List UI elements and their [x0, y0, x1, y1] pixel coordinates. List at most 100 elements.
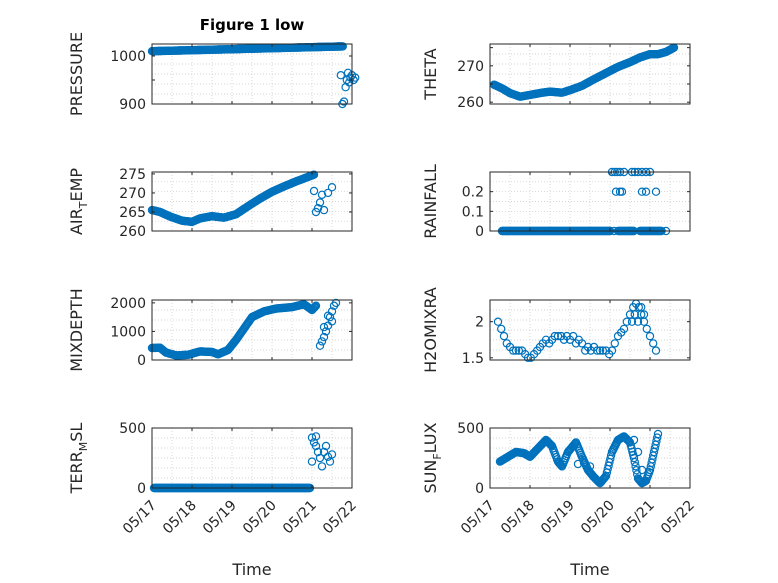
- data-point: [600, 472, 610, 482]
- data-point: [653, 433, 662, 442]
- y-axis-label: MIXDEPTH: [67, 288, 86, 371]
- data-point: [319, 332, 329, 342]
- axes-frame: [151, 171, 353, 232]
- data-point: [629, 453, 639, 463]
- data-point: [514, 346, 524, 355]
- subplot-air-temp: 260 265 270 275 AIRTEMP: [67, 167, 353, 240]
- data-point: [315, 198, 325, 207]
- data-point: [641, 187, 651, 196]
- data-point: [311, 301, 321, 310]
- data-point: [577, 339, 587, 348]
- data-point: [310, 303, 319, 312]
- y-tick-label: 1.5: [462, 351, 484, 367]
- data-point: [323, 188, 333, 198]
- points-h2omixra: [493, 299, 661, 362]
- y-axis-label: RAINFALL: [421, 164, 440, 239]
- subplot-h2omixra: 1.5 2 H2OMIXRA: [421, 287, 691, 373]
- axes-frame: [489, 43, 691, 105]
- data-point: [573, 459, 583, 469]
- data-point: [523, 353, 533, 362]
- points-mixdepth: [147, 298, 341, 360]
- points-terr-msl: [149, 432, 337, 493]
- x-tick-label: 05/21: [280, 498, 320, 538]
- y-tick-label: 0.1: [462, 204, 484, 220]
- data-point: [622, 317, 632, 326]
- axes-frame: [151, 299, 353, 361]
- x-tick-label: 05/18: [498, 498, 538, 538]
- data-point: [497, 324, 506, 334]
- x-axis-label: Time: [569, 560, 609, 579]
- data-point: [309, 304, 318, 313]
- y-tick-label: 1000: [110, 324, 146, 340]
- x-tick-label: 05/18: [160, 498, 200, 538]
- data-point: [637, 187, 647, 196]
- y-tick-label: 0: [137, 481, 146, 497]
- points-theta: [489, 43, 679, 101]
- data-point: [509, 346, 518, 355]
- y-tick-label: 500: [457, 421, 484, 437]
- y-tick-label: 0: [137, 353, 146, 369]
- x-axis-label: Time: [231, 560, 271, 579]
- grid-rainfall: [490, 172, 690, 231]
- y-axis-label: TERRMSL: [67, 423, 90, 495]
- data-point: [307, 433, 317, 442]
- subplot-mixdepth: 0 1000 2000 MIXDEPTH: [67, 288, 353, 372]
- data-point: [317, 337, 327, 346]
- data-point: [331, 298, 341, 308]
- data-point: [569, 331, 578, 341]
- axes-frame: [489, 427, 691, 489]
- subplots-layer: 900 1000 PRESSURE 260 270 THETA 260 265 270 275 AI…: [67, 32, 698, 579]
- data-point: [323, 311, 333, 320]
- axes-frame: [151, 427, 353, 489]
- figure-title: Figure 1 low: [200, 16, 305, 34]
- data-point: [634, 303, 644, 312]
- data-point: [315, 453, 325, 463]
- subplot-rainfall: 0 0.1 0.2 RAINFALL: [421, 164, 691, 240]
- x-tick-label: 05/17: [458, 498, 498, 538]
- data-point: [345, 78, 354, 87]
- y-tick-label: 0.2: [462, 185, 484, 201]
- data-point: [632, 466, 641, 475]
- data-point: [319, 205, 329, 215]
- data-point: [511, 346, 521, 355]
- data-point: [313, 447, 323, 457]
- data-point: [309, 186, 319, 196]
- subplot-theta: 260 270 THETA: [421, 43, 691, 111]
- y-axis-label: SUNFLUX: [421, 422, 444, 493]
- data-point: [631, 462, 640, 471]
- y-tick-label: 0: [475, 481, 484, 497]
- y-axis-label: PRESSURE: [67, 32, 86, 116]
- points-sun-flux: [495, 429, 663, 488]
- data-point: [317, 190, 327, 199]
- axes-frame: [489, 171, 691, 232]
- data-point: [341, 82, 350, 92]
- data-point: [327, 317, 337, 326]
- data-point: [313, 203, 323, 213]
- data-point: [317, 462, 327, 471]
- data-point: [637, 303, 646, 312]
- data-point: [493, 317, 503, 326]
- y-tick-label: 0: [475, 224, 484, 240]
- y-tick-label: 260: [119, 224, 146, 240]
- y-axis-label: AIRTEMP: [67, 168, 90, 235]
- y-axis-label: THETA: [421, 48, 440, 100]
- data-point: [311, 441, 321, 451]
- data-point: [624, 437, 634, 446]
- data-point: [311, 302, 320, 311]
- x-tick-label: 05/21: [618, 498, 658, 538]
- data-point: [336, 70, 345, 80]
- data-point: [617, 187, 627, 196]
- data-point: [593, 346, 602, 355]
- x-tick-label: 05/19: [200, 498, 240, 538]
- data-point: [642, 324, 652, 334]
- data-point: [653, 429, 663, 439]
- data-point: [327, 450, 337, 459]
- data-point: [499, 331, 509, 341]
- y-tick-label: 275: [119, 167, 146, 183]
- data-point: [630, 457, 640, 467]
- subplot-pressure: 900 1000 PRESSURE: [67, 32, 360, 116]
- y-tick-label: 1000: [110, 49, 146, 65]
- data-point: [598, 346, 608, 355]
- data-point: [637, 465, 647, 475]
- data-point: [630, 310, 640, 319]
